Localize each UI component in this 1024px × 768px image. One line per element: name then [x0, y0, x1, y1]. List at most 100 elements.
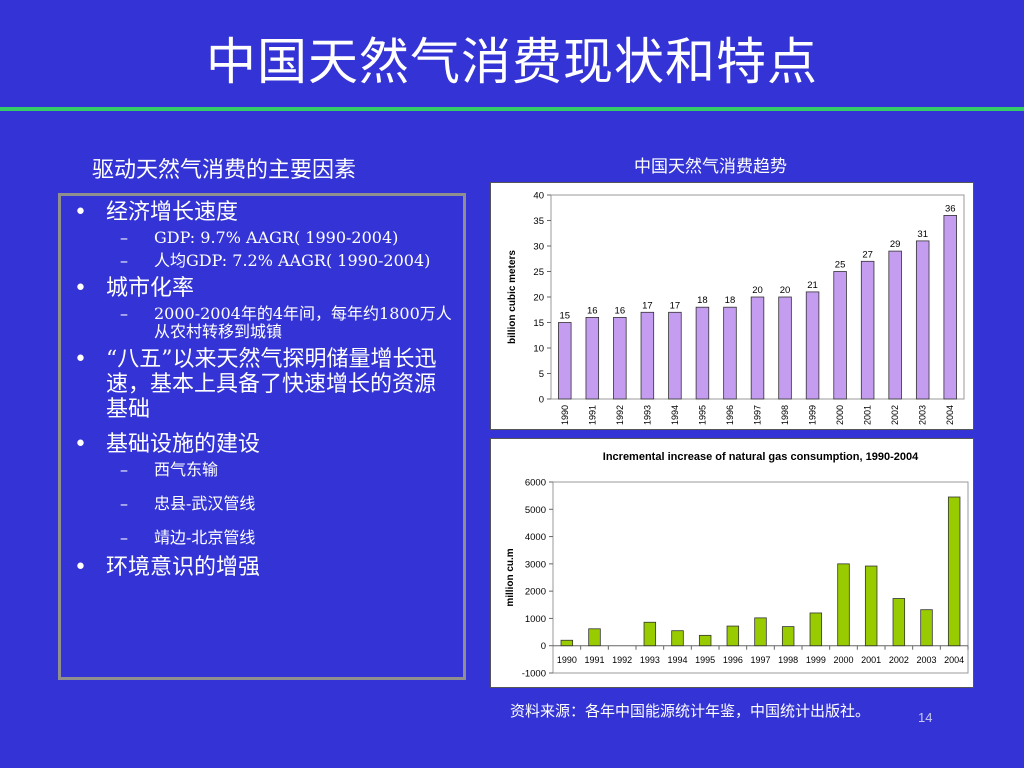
data-label: 21 — [807, 280, 818, 291]
x-tick-label: 1998 — [778, 655, 798, 665]
sub-item: – 忠县-武汉管线 — [70, 495, 455, 513]
x-tick-label: 2002 — [889, 655, 909, 665]
y-tick-label: -1000 — [522, 669, 546, 680]
right-heading: 中国天然气消费趋势 — [634, 157, 787, 177]
bar — [781, 626, 795, 647]
sub-list: – GDP: 9.7% AAGR( 1990-2004) – 人均GDP: 7.2%… — [106, 229, 455, 270]
x-tick-label: 1999 — [806, 655, 826, 665]
chart-title: Incremental increase of natural gas cons… — [603, 451, 919, 463]
y-tick-label: 6000 — [525, 478, 546, 489]
source-note: 资料来源：各年中国能源统计年鉴，中国统计出版社。 — [510, 702, 871, 720]
x-tick-label: 2000 — [835, 405, 845, 425]
bar — [809, 612, 823, 647]
bullet-dot-icon: • — [74, 432, 87, 457]
bullet-item: • 城市化率 – 2000-2004年的4年间，每年约1800万人从农村转移到城镇 — [70, 276, 455, 341]
x-tick-label: 1995 — [697, 405, 707, 425]
bar — [726, 625, 740, 647]
x-tick-label: 1994 — [667, 655, 687, 665]
x-tick-label: 1990 — [560, 405, 570, 425]
x-tick-label: 1992 — [615, 405, 625, 425]
incremental-increase-chart: -1000 0 1000 2000 3000 4000 5000 6000 million cu… — [490, 438, 974, 688]
bar — [698, 634, 712, 647]
bar — [671, 630, 684, 647]
data-label: 17 — [642, 300, 653, 311]
plot-frame — [552, 481, 969, 674]
x-tick-label: 1991 — [584, 655, 604, 665]
bar — [943, 215, 957, 400]
bar — [668, 311, 682, 400]
x-tick-label: 2003 — [918, 405, 928, 425]
dash-icon: – — [120, 304, 128, 323]
dash-icon: – — [120, 494, 128, 513]
y-axis-title: million cu.m — [505, 548, 516, 606]
bar — [750, 296, 765, 400]
left-heading: 驱动天然气消费的主要因素 — [92, 158, 357, 183]
bar — [723, 306, 737, 400]
y-tick-label: 5000 — [525, 505, 546, 516]
bar — [778, 296, 792, 400]
data-label: 29 — [890, 239, 901, 250]
x-tick-label: 1994 — [670, 405, 680, 425]
x-tick-label: 1997 — [753, 405, 763, 425]
y-tick-label: 10 — [533, 344, 544, 355]
bar — [892, 598, 906, 647]
data-label: 20 — [780, 285, 791, 296]
bullet-text: 经济增长速度 — [106, 200, 239, 225]
bullet-dot-icon: • — [74, 347, 87, 372]
page-number: 14 — [918, 710, 933, 725]
bullet-dot-icon: • — [74, 276, 87, 301]
x-tick-label: 2004 — [944, 655, 964, 665]
sub-text: 2000-2004年的4年间，每年约1800万人从农村转移到城镇 — [154, 304, 452, 341]
y-tick-label: 3000 — [525, 559, 546, 570]
bar — [947, 496, 961, 647]
x-tick-label: 1995 — [695, 655, 715, 665]
data-label: 27 — [862, 249, 873, 260]
x-tick-label: 1993 — [640, 655, 660, 665]
bar — [613, 316, 627, 400]
bullet-item: • “八五”以来天然气探明储量增长迅速，基本上具备了快速增长的资源基础 — [70, 347, 455, 422]
x-tick-label: 2002 — [890, 405, 900, 425]
bullet-dot-icon: • — [74, 200, 87, 225]
data-label: 16 — [587, 305, 598, 316]
bar — [640, 311, 655, 400]
sub-item: – 人均GDP: 7.2% AAGR( 1990-2004) — [70, 252, 455, 270]
dash-icon: – — [120, 251, 128, 270]
bar — [860, 260, 875, 400]
bullet-item: • 环境意识的增强 — [70, 555, 455, 580]
consumption-trend-svg: 0 5 10 15 20 25 30 35 40 billion cubic meters 15 19… — [507, 191, 965, 425]
data-label: 16 — [615, 305, 626, 316]
sub-item: – GDP: 9.7% AAGR( 1990-2004) — [70, 229, 455, 247]
x-tick-label: 2001 — [863, 405, 873, 425]
bar — [837, 563, 850, 647]
y-tick-label: 15 — [533, 318, 544, 329]
y-tick-label: 40 — [533, 191, 544, 202]
bar — [585, 316, 600, 400]
sub-text: 靖边-北京管线 — [154, 528, 256, 547]
x-tick-label: 1997 — [750, 655, 770, 665]
sub-text: 忠县-武汉管线 — [154, 494, 256, 513]
bar — [833, 271, 847, 400]
bar — [754, 617, 767, 647]
bar — [588, 628, 601, 647]
bar — [558, 322, 572, 400]
data-label: 18 — [697, 295, 708, 306]
x-tick-label: 1991 — [587, 405, 597, 425]
bar — [560, 639, 574, 647]
y-tick-label: 1000 — [525, 614, 546, 625]
sub-item: – 西气东输 — [70, 461, 455, 479]
consumption-trend-chart: 0 5 10 15 20 25 30 35 40 billion cubic meters 15 19… — [490, 182, 974, 430]
data-label: 17 — [670, 300, 681, 311]
bullet-text: “八五”以来天然气探明储量增长迅速，基本上具备了快速增长的资源基础 — [106, 347, 437, 422]
data-label: 20 — [752, 285, 763, 296]
dash-icon: – — [120, 228, 128, 247]
dash-icon: – — [120, 460, 128, 479]
data-label: 18 — [725, 295, 736, 306]
x-tick-label: 1996 — [725, 405, 735, 425]
x-tick-label: 1998 — [780, 405, 790, 425]
sub-text: 人均GDP: 7.2% AAGR( 1990-2004) — [154, 251, 431, 270]
bar — [920, 609, 933, 647]
x-tick-label: 2001 — [861, 655, 881, 665]
y-tick-label: 25 — [533, 267, 544, 278]
bullet-dot-icon: • — [74, 555, 87, 580]
x-tick-label: 2004 — [945, 405, 955, 425]
